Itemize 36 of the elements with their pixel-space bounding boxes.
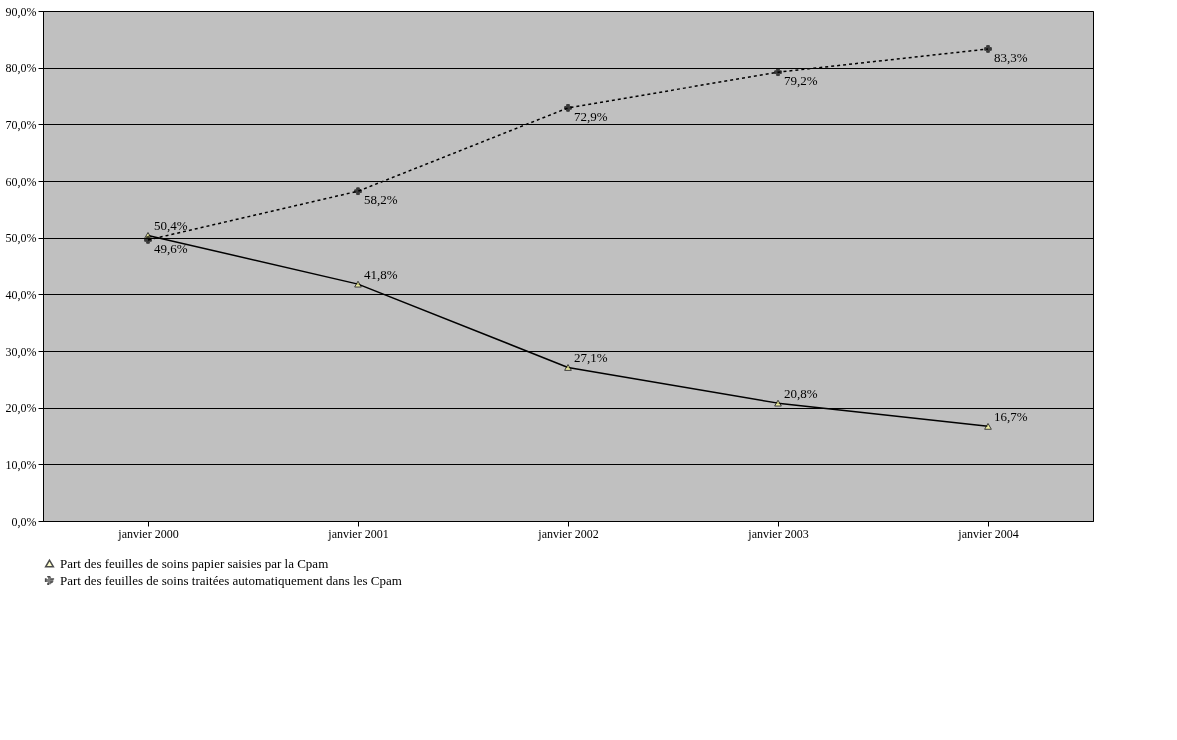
point xyxy=(564,104,572,112)
data-label: 50,4% xyxy=(154,218,188,234)
y-tick-label: 20,0% xyxy=(5,401,37,416)
data-label: 20,8% xyxy=(784,386,818,402)
y-tick-label: 90,0% xyxy=(5,4,37,19)
point xyxy=(564,364,572,371)
data-label: 83,3% xyxy=(994,49,1028,65)
y-tick-label: 70,0% xyxy=(5,117,37,132)
y-tick-label: 30,0% xyxy=(5,344,37,359)
data-label: 49,6% xyxy=(154,240,188,256)
x-tick-label: janvier 2002 xyxy=(537,526,599,541)
data-label: 72,9% xyxy=(574,108,608,124)
y-tick-label: 60,0% xyxy=(5,174,37,189)
legend-label: Part des feuilles de soins traitées automatiquement dans les Cpam xyxy=(60,572,402,588)
point xyxy=(144,236,152,244)
point xyxy=(984,45,992,53)
data-label: 27,1% xyxy=(574,350,608,366)
point xyxy=(984,422,992,430)
legend-label: Part des feuilles de soins papier saisies par la Cpam xyxy=(60,555,329,571)
point xyxy=(774,68,782,77)
x-tick-label: janvier 2004 xyxy=(957,526,1019,541)
y-tick-label: 10,0% xyxy=(5,457,37,472)
point xyxy=(774,399,782,407)
data-label: 41,8% xyxy=(364,267,398,283)
y-tick-label: 0,0% xyxy=(11,514,37,529)
point xyxy=(354,280,362,288)
data-label: 79,2% xyxy=(784,73,818,89)
data-label: 58,2% xyxy=(364,192,398,208)
x-tick-label: janvier 2001 xyxy=(327,526,389,541)
y-tick-label: 80,0% xyxy=(5,61,37,76)
y-tick-label: 40,0% xyxy=(5,287,37,302)
x-tick-label: janvier 2000 xyxy=(117,526,179,541)
x-tick-label: janvier 2003 xyxy=(747,526,809,541)
data-label: 16,7% xyxy=(994,409,1028,425)
y-tick-label: 50,0% xyxy=(5,231,37,246)
point xyxy=(354,187,362,196)
